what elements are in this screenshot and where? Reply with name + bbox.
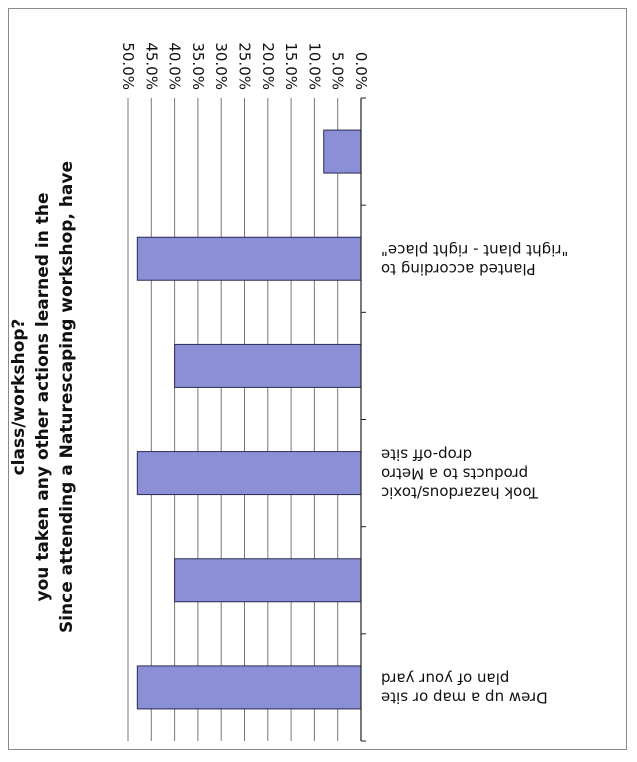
value-tick-label: 20.0% bbox=[259, 42, 277, 90]
category-label: Drew up a map or site bbox=[381, 688, 548, 706]
category-label: plan of your yard bbox=[381, 669, 509, 687]
chart-title-line: class/workshop? bbox=[9, 319, 29, 476]
category-label: Planted according to bbox=[381, 260, 536, 278]
value-tick-label: 50.0% bbox=[119, 42, 137, 90]
bar bbox=[136, 665, 362, 710]
value-tick-label: 25.0% bbox=[236, 42, 254, 90]
value-tick-label: 35.0% bbox=[189, 42, 207, 90]
bar bbox=[174, 343, 362, 388]
category-label: "right plant - right place" bbox=[381, 241, 568, 259]
bar bbox=[174, 558, 362, 603]
value-tick-label: 15.0% bbox=[282, 42, 300, 90]
category-label: drop-off site bbox=[381, 446, 472, 464]
category-label: Took hazardous/toxic bbox=[381, 484, 539, 502]
category-label: products to a Metro bbox=[381, 465, 528, 483]
bar bbox=[136, 236, 362, 281]
value-tick-label: 10.0% bbox=[305, 42, 323, 90]
value-tick-label: 45.0% bbox=[142, 42, 160, 90]
value-tick-label: 0.0% bbox=[352, 52, 370, 90]
value-tick-label: 30.0% bbox=[212, 42, 230, 90]
bar bbox=[136, 451, 362, 496]
value-tick-label: 40.0% bbox=[166, 42, 184, 90]
chart-title-line: Since attending a Naturescaping workshop… bbox=[57, 161, 77, 633]
bar bbox=[323, 129, 362, 174]
value-tick-label: 5.0% bbox=[329, 52, 347, 90]
chart-title-line: you taken any other actions learned in t… bbox=[33, 193, 53, 602]
